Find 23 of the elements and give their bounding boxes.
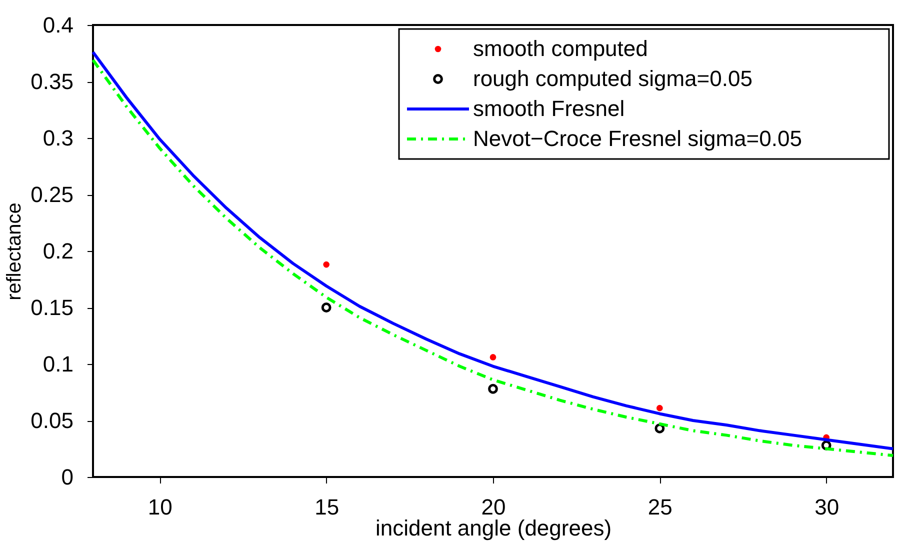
point bbox=[323, 261, 330, 268]
legend-label: Nevot−Croce Fresnel sigma=0.05 bbox=[473, 126, 802, 151]
y-axis-title: reflectance bbox=[4, 202, 26, 300]
point bbox=[488, 384, 498, 394]
y-tick-label: 0.25 bbox=[30, 182, 74, 207]
y-tick-label: 0.1 bbox=[42, 352, 74, 376]
y-tick-label: 0 bbox=[61, 464, 74, 490]
x-tick-label: 30 bbox=[814, 494, 840, 520]
y-tick-label: 0.2 bbox=[42, 238, 74, 264]
legend-label: rough computed sigma=0.05 bbox=[473, 66, 752, 91]
y-tick-label: 0.4 bbox=[42, 12, 74, 38]
x-tick-label: 10 bbox=[148, 494, 172, 520]
y-tick-label: 0.05 bbox=[30, 408, 74, 433]
x-tick-label: 25 bbox=[648, 494, 672, 520]
point bbox=[490, 354, 496, 360]
legend-label: smooth computed bbox=[473, 36, 648, 61]
point bbox=[321, 302, 332, 312]
y-tick-label: 0.3 bbox=[42, 126, 74, 150]
x-tick-label: 15 bbox=[314, 494, 340, 520]
legend-label: smooth Fresnel bbox=[473, 96, 625, 121]
y-tick-label: 0.35 bbox=[30, 69, 74, 94]
y-tick-label: 0.15 bbox=[30, 295, 74, 320]
point bbox=[656, 404, 663, 412]
